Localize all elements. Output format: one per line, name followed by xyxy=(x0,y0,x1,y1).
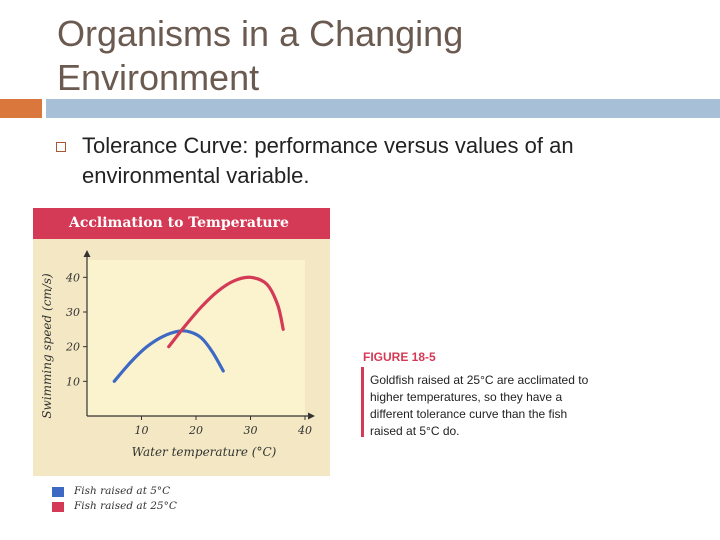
slide-title: Organisms in a Changing Environment xyxy=(57,13,464,98)
y-axis-arrow xyxy=(83,250,91,257)
x-axis-label: Water temperature (°C) xyxy=(132,445,277,459)
figure-header: Acclimation to Temperature xyxy=(33,208,330,239)
y-tick-label: 20 xyxy=(65,341,80,354)
y-tick-label: 30 xyxy=(66,306,80,319)
chart-legend: Fish raised at 5°C Fish raised at 25°C xyxy=(52,484,177,514)
title-underline-accent xyxy=(0,99,42,118)
tolerance-curve-chart: 10 20 30 40 10 20 30 40 Water temperature (°C) Sw… xyxy=(40,250,315,459)
legend-item-25c: Fish raised at 25°C xyxy=(52,499,177,514)
legend-swatch-blue xyxy=(52,486,64,497)
legend-swatch-red xyxy=(52,501,64,512)
title-underline-bar xyxy=(46,99,720,118)
figure-number: FIGURE 18-5 xyxy=(363,350,436,364)
caption-accent-bar xyxy=(361,367,364,437)
legend-label: Fish raised at 25°C xyxy=(74,500,177,512)
x-tick-label: 20 xyxy=(188,424,203,437)
legend-item-5c: Fish raised at 5°C xyxy=(52,484,177,499)
series-line-25c xyxy=(167,275,285,349)
x-tick-label: 40 xyxy=(297,424,312,437)
y-tick-label: 40 xyxy=(65,271,80,284)
x-axis-arrow xyxy=(308,412,315,420)
y-tick-label: 10 xyxy=(66,375,80,388)
plot-area xyxy=(87,260,305,416)
figure-panel: Acclimation to Temperature 10 20 30 40 10 20 3… xyxy=(33,208,330,476)
x-tick-label: 10 xyxy=(135,424,149,437)
legend-label: Fish raised at 5°C xyxy=(74,485,171,497)
square-bullet-icon xyxy=(56,142,66,152)
y-axis-label: Swimming speed (cm/s) xyxy=(40,273,54,419)
x-tick-label: 30 xyxy=(244,424,258,437)
figure-caption: Goldfish raised at 25°C are acclimated t… xyxy=(370,373,589,438)
bullet-text: Tolerance Curve: performance versus valu… xyxy=(82,133,574,188)
